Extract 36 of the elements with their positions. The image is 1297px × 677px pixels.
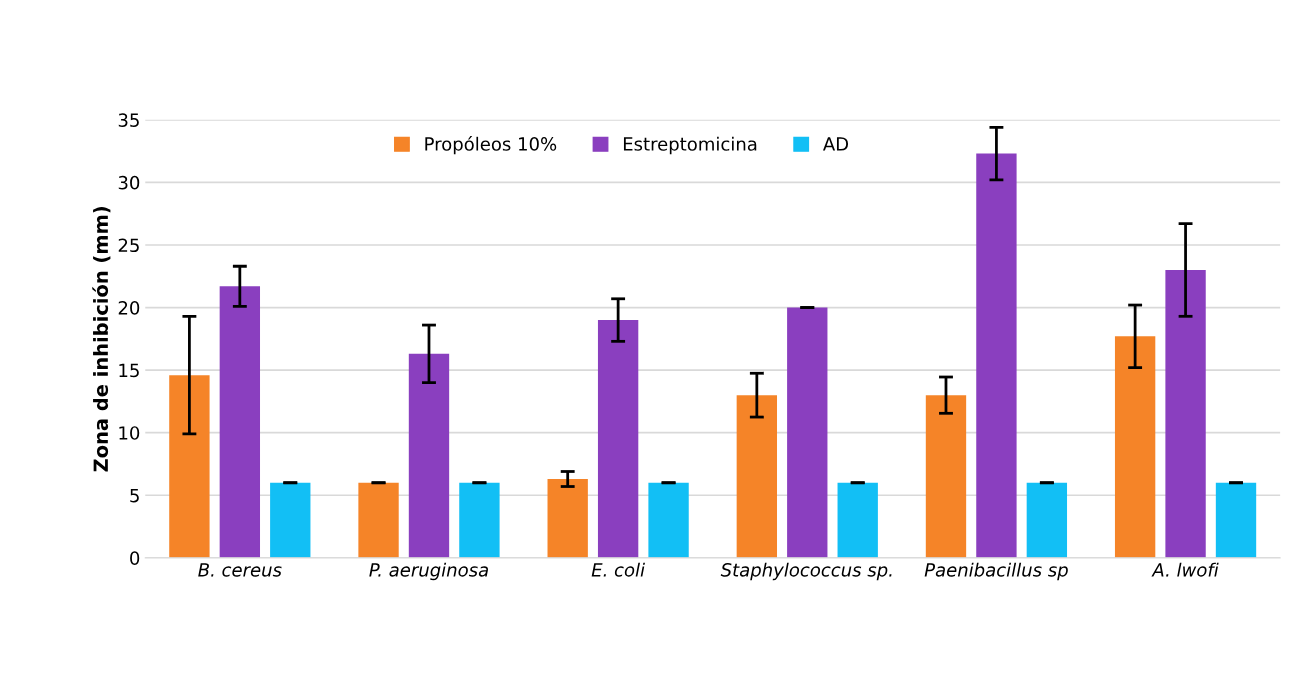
bar: [408, 353, 450, 558]
legend-label: Estreptomicina: [623, 136, 757, 155]
bar: [976, 153, 1017, 558]
bar: [459, 482, 500, 558]
bar: [270, 482, 311, 558]
bar: [547, 479, 588, 558]
y-tick-label: 0: [130, 551, 140, 565]
bar: [358, 482, 399, 558]
bar: [837, 482, 878, 558]
bar: [648, 482, 689, 558]
x-tick-label: Paenibacillus sp: [924, 562, 1068, 581]
y-tick-label: 20: [118, 301, 140, 315]
legend-label: AD: [823, 137, 849, 151]
bar: [597, 320, 639, 558]
x-tick-label: B. cereus: [198, 563, 282, 577]
bar: [1165, 270, 1206, 558]
legend-label: Propóleos 10%: [425, 136, 557, 155]
y-axis-title: Zona de inhibición (mm): [92, 206, 111, 472]
y-tick-label: 10: [119, 426, 140, 440]
bar: [736, 395, 778, 558]
x-tick-label: Staphylococcus sp.: [720, 562, 892, 581]
y-tick-label: 15: [119, 363, 139, 378]
bar: [1026, 482, 1068, 558]
y-tick-label: 25: [118, 238, 139, 253]
bar: [925, 395, 967, 558]
bar: [1215, 482, 1257, 558]
bar: [219, 286, 261, 558]
bar: [169, 375, 210, 558]
bar: [787, 307, 828, 558]
x-tick-label: A. lwofi: [1151, 562, 1219, 577]
y-tick-label: 30: [118, 175, 140, 190]
y-tick-label: 5: [130, 488, 139, 503]
bar: [1114, 336, 1156, 558]
x-tick-label: E. coli: [591, 562, 645, 577]
x-tick-label: P. aeruginosa: [369, 562, 488, 581]
y-tick-label: 35: [118, 113, 139, 127]
